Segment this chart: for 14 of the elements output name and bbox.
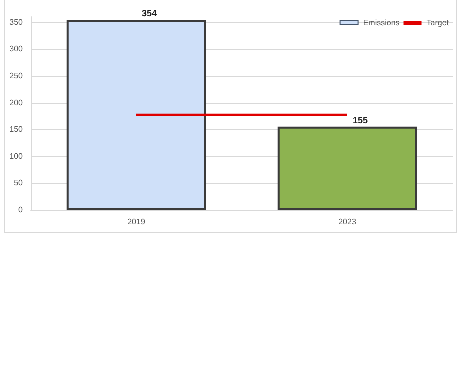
data-label: 155 — [352, 115, 368, 126]
data-label: 354 — [142, 8, 158, 19]
y-tick-label: 200 — [10, 98, 24, 108]
y-tick-label: 250 — [10, 71, 24, 80]
y-tick-label: 100 — [10, 152, 24, 161]
y-tick-label: 300 — [10, 44, 24, 54]
y-tick-label: 150 — [10, 125, 24, 134]
y-tick-label: 0 — [18, 206, 24, 214]
legend-label: Target — [426, 18, 450, 28]
x-tick-label: 2023 — [338, 218, 357, 226]
y-tick-label: 350 — [10, 18, 24, 27]
y-tick-label: 50 — [14, 178, 24, 188]
legend-label: Emissions — [363, 18, 400, 28]
x-tick-label: 2019 — [128, 218, 146, 226]
